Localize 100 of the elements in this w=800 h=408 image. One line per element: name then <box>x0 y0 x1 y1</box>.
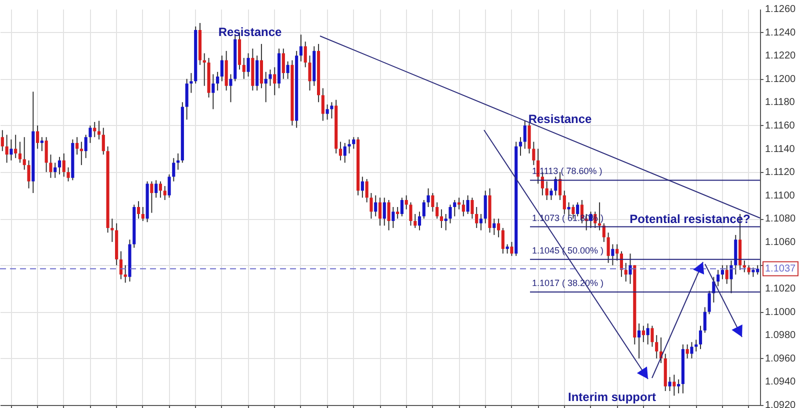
candlestick <box>497 218 500 238</box>
candlestick <box>404 194 408 210</box>
candlestick <box>523 120 526 150</box>
candlestick <box>698 325 702 350</box>
candlestick <box>286 60 290 80</box>
candlestick <box>330 102 334 119</box>
candlestick <box>606 232 610 264</box>
candlestick <box>163 186 166 201</box>
candlestick <box>501 227 504 254</box>
candlestick <box>382 197 386 226</box>
candlestick <box>36 124 40 150</box>
candlestick <box>558 172 562 201</box>
y-tick-label: 1.1060 <box>765 236 796 248</box>
candlestick <box>282 48 285 80</box>
candlestick <box>124 264 127 284</box>
candlestick <box>392 206 395 228</box>
candlestick <box>268 69 272 86</box>
candlestick <box>304 41 307 68</box>
candlestick <box>492 218 496 236</box>
candlestick <box>550 188 553 201</box>
y-tick-label: 1.1000 <box>765 306 796 318</box>
candlestick <box>686 344 689 359</box>
y-tick-label: 1.1140 <box>765 144 796 155</box>
candlestick <box>216 71 220 92</box>
y-tick-label: 1.1240 <box>765 27 796 38</box>
candlestick <box>545 180 548 201</box>
candlestick <box>321 88 324 122</box>
y-tick-label: 1.0940 <box>765 376 796 388</box>
candlestick <box>370 192 373 220</box>
candlestick <box>44 136 48 173</box>
candlestick <box>93 121 96 138</box>
candlestick <box>616 244 619 262</box>
y-tick-label: 1.1200 <box>765 74 796 85</box>
y-tick-label: 1.0960 <box>765 353 796 364</box>
candlestick <box>27 160 30 189</box>
candlestick <box>624 262 628 282</box>
candlestick <box>141 206 144 222</box>
candlestick <box>242 57 246 80</box>
candlestick <box>444 213 448 231</box>
annotation: Resistance <box>528 112 592 126</box>
candlestick <box>84 134 88 159</box>
candlestick <box>66 166 70 182</box>
candlestick <box>190 72 193 94</box>
candlestick <box>510 241 514 256</box>
candlestick <box>462 200 465 217</box>
candlestick <box>409 202 412 226</box>
y-tick-label: 1.1100 <box>765 190 796 202</box>
candlestick <box>158 180 162 198</box>
candlestick <box>466 194 470 214</box>
candlestick <box>168 174 171 198</box>
y-tick-label: 1.0980 <box>765 330 796 342</box>
candlestick <box>49 154 52 178</box>
candlestick <box>506 244 509 254</box>
candlestick <box>76 136 79 156</box>
y-tick-label: 1.1020 <box>765 284 796 295</box>
candlestick <box>720 264 724 280</box>
y-tick-label: 1.1080 <box>765 214 796 225</box>
candlestick <box>264 71 268 103</box>
candlestick <box>400 197 404 217</box>
candlestick <box>54 162 57 178</box>
candlestick <box>202 52 206 86</box>
candlestick <box>453 200 456 217</box>
candlestick <box>229 74 232 103</box>
candlestick <box>431 192 434 212</box>
candlestick <box>730 260 733 294</box>
candlestick <box>708 290 711 315</box>
candlestick <box>338 141 342 161</box>
candlestick <box>638 322 641 359</box>
candlestick <box>273 66 276 96</box>
candlestick <box>22 136 26 170</box>
candlestick <box>154 180 158 198</box>
candlestick <box>747 264 750 276</box>
candlestick <box>655 334 658 359</box>
candlestick <box>110 218 114 242</box>
candlestick <box>646 322 650 345</box>
candlestick <box>308 55 312 92</box>
candlestick <box>343 142 346 164</box>
candlestick <box>14 134 18 159</box>
candlestick <box>58 156 62 175</box>
candlestick <box>360 176 364 198</box>
candlestick <box>422 200 426 220</box>
candlestick <box>677 378 680 394</box>
candlestick <box>352 136 356 150</box>
candlestick <box>479 213 483 231</box>
candlestick <box>426 188 430 208</box>
candlestick <box>246 52 250 78</box>
y-tick-label: 1.1260 <box>765 4 796 15</box>
candlestick <box>396 206 400 220</box>
candlestick <box>716 269 720 287</box>
candlestick <box>475 206 478 228</box>
candlestick <box>260 43 263 89</box>
candlestick <box>212 74 215 110</box>
candlestick <box>62 152 66 178</box>
candlestick <box>185 78 188 120</box>
candlestick <box>642 325 645 343</box>
candlestick <box>440 208 444 228</box>
candlestick <box>387 200 390 231</box>
candlestick <box>119 250 122 280</box>
candlestick <box>690 342 694 359</box>
candlestick <box>299 34 303 62</box>
